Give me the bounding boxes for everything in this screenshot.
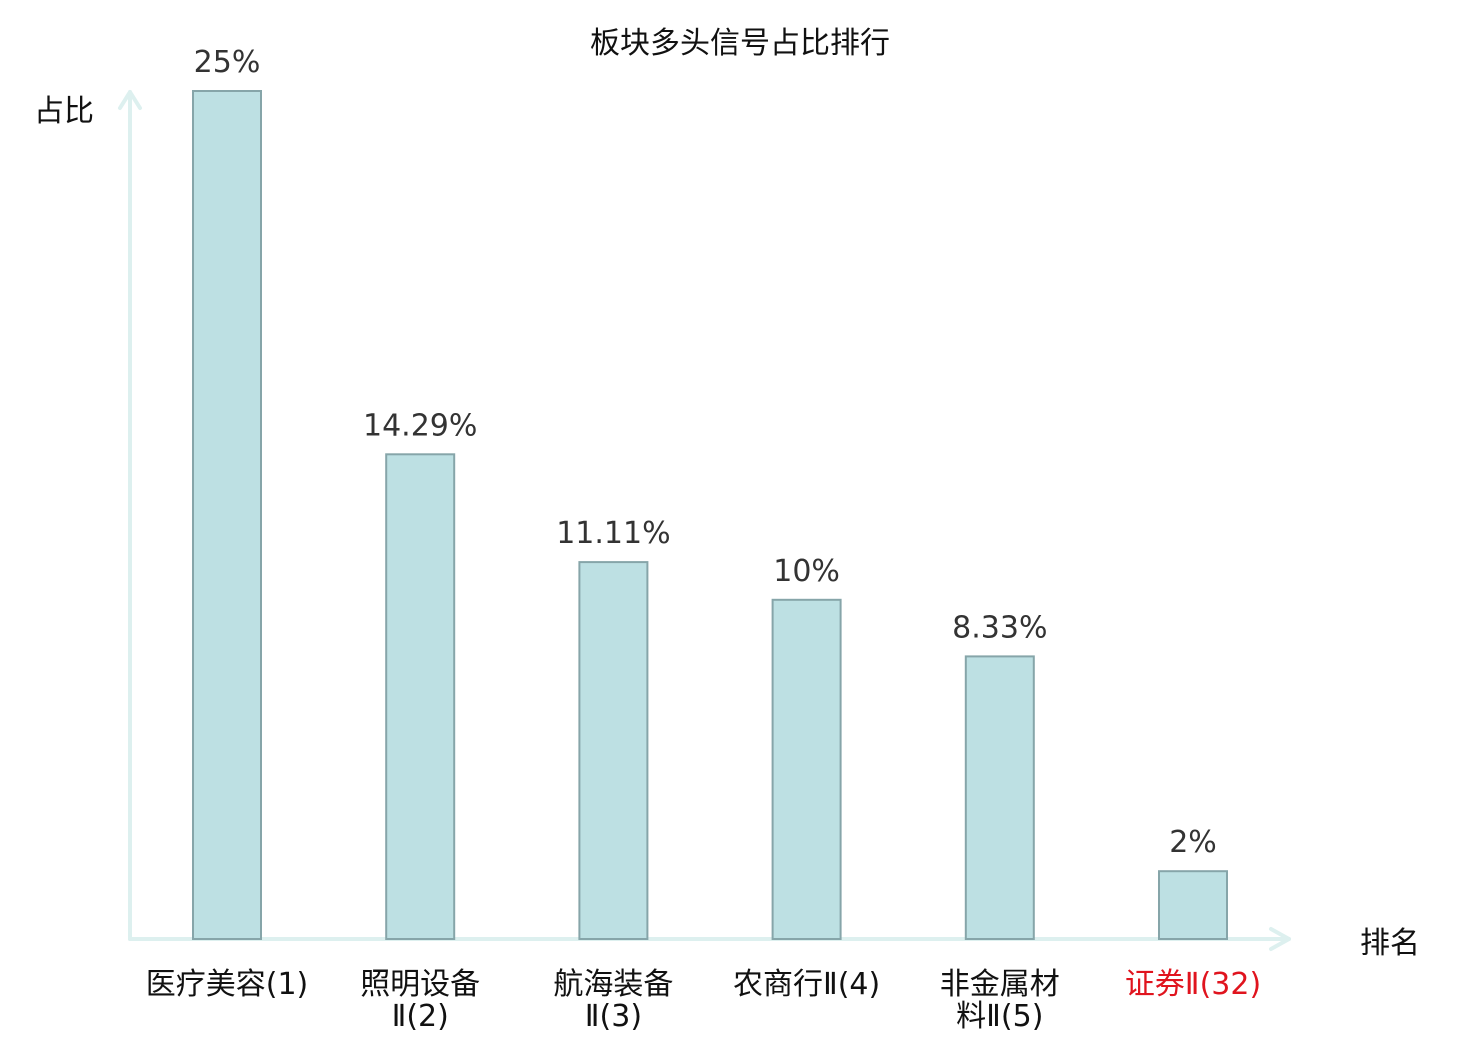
y-axis-arrow bbox=[118, 90, 142, 110]
value-labels: 25% 14.29% 11.11% 10% 8.33% 2% bbox=[194, 45, 1217, 860]
bar-series bbox=[192, 90, 1228, 941]
value-label: 11.11% bbox=[556, 516, 670, 551]
category-tick-label: 料Ⅱ(5) bbox=[956, 999, 1043, 1034]
category-tick-label: 照明设备 bbox=[360, 967, 480, 1002]
axes bbox=[118, 90, 1291, 951]
bar bbox=[192, 90, 262, 940]
category-tick-label: 农商行Ⅱ(4) bbox=[733, 967, 880, 1002]
bar bbox=[964, 655, 1035, 941]
bar bbox=[771, 598, 842, 940]
value-label: 8.33% bbox=[952, 610, 1047, 645]
category-tick-label: 医疗美容(1) bbox=[146, 967, 309, 1002]
value-label: 2% bbox=[1169, 825, 1217, 860]
x-axis-arrow bbox=[1269, 927, 1291, 951]
x-axis-label: 排名 bbox=[1360, 926, 1420, 961]
value-label: 10% bbox=[773, 554, 840, 589]
bar bbox=[578, 561, 649, 940]
category-tick-label: Ⅱ(3) bbox=[585, 999, 642, 1034]
bar bbox=[1158, 870, 1228, 941]
bar bbox=[385, 453, 456, 940]
value-label: 14.29% bbox=[363, 408, 477, 443]
category-tick-label: 证券Ⅱ(32) bbox=[1125, 967, 1261, 1002]
category-tick-label: 非金属材 bbox=[940, 967, 1060, 1002]
category-tick-label: 航海装备 bbox=[553, 967, 673, 1002]
y-axis-label: 占比 bbox=[34, 94, 94, 129]
value-label: 25% bbox=[194, 45, 261, 80]
category-tick-label: Ⅱ(2) bbox=[392, 999, 449, 1034]
chart-title: 板块多头信号占比排行 bbox=[590, 26, 890, 61]
